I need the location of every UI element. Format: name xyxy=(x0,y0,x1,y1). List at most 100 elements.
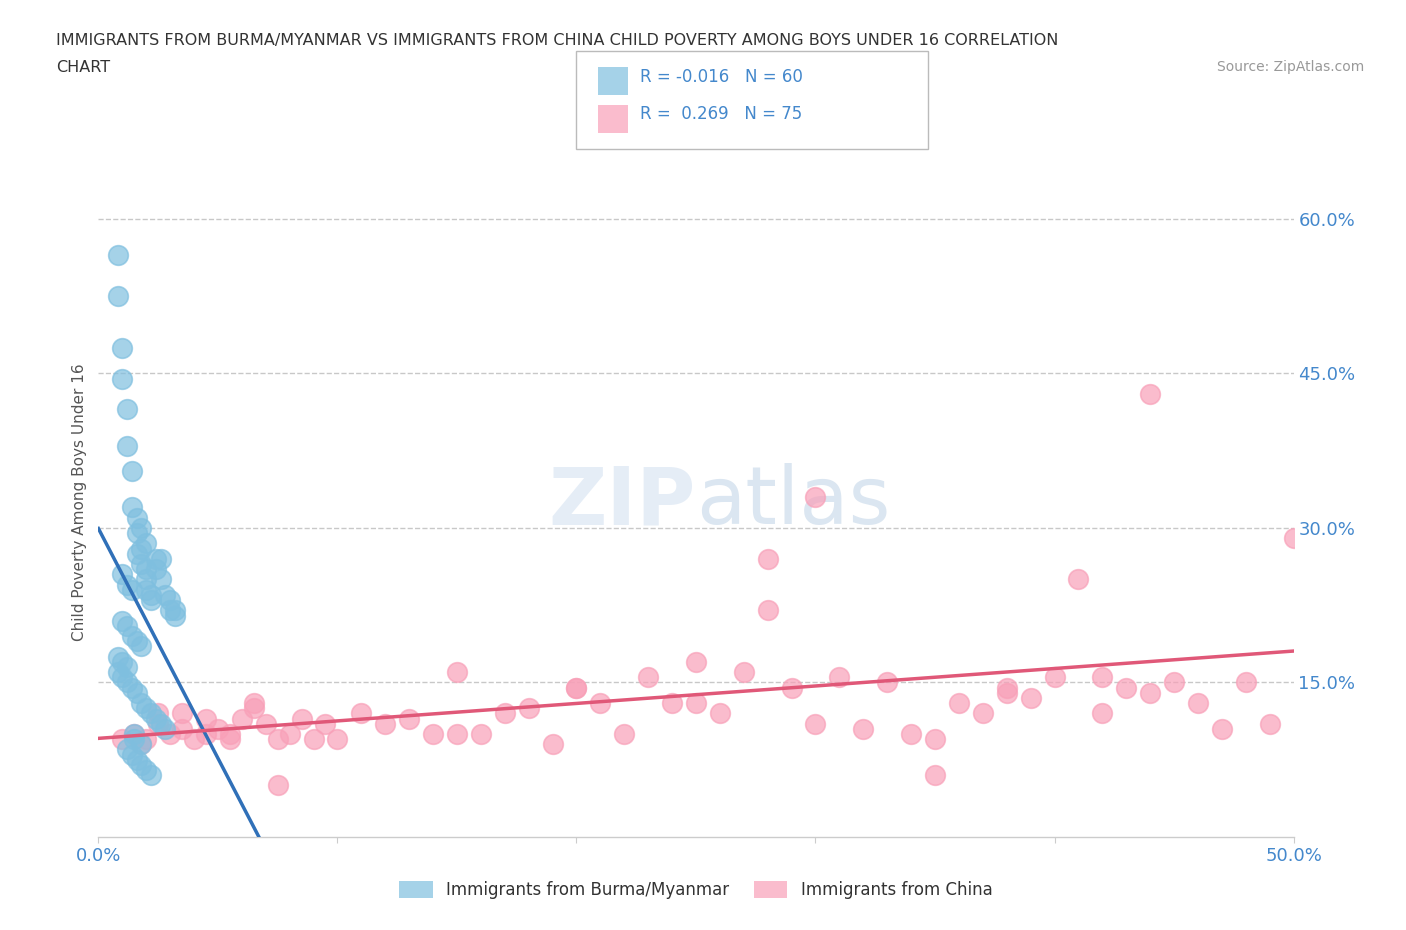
Point xyxy=(115,402,138,417)
Point xyxy=(565,680,588,695)
Point xyxy=(972,706,994,721)
Point xyxy=(121,500,143,515)
Point xyxy=(148,706,170,721)
Point xyxy=(852,722,875,737)
Point xyxy=(131,696,153,711)
Point xyxy=(121,582,143,597)
Point xyxy=(135,536,157,551)
Point xyxy=(145,711,167,726)
Text: CHART: CHART xyxy=(56,60,110,75)
Point xyxy=(780,680,803,695)
Point xyxy=(163,608,186,623)
Point xyxy=(733,665,755,680)
Point xyxy=(145,551,167,566)
Point xyxy=(131,521,153,536)
Point xyxy=(121,629,143,644)
Point xyxy=(278,726,301,741)
Point xyxy=(494,706,516,721)
Point xyxy=(422,726,444,741)
Point xyxy=(804,489,827,504)
Point xyxy=(159,592,181,607)
Text: Source: ZipAtlas.com: Source: ZipAtlas.com xyxy=(1216,60,1364,74)
Point xyxy=(124,726,146,741)
Text: R =  0.269   N = 75: R = 0.269 N = 75 xyxy=(640,105,801,123)
Point xyxy=(111,655,134,670)
Point xyxy=(254,716,277,731)
Point xyxy=(470,726,492,741)
Point xyxy=(398,711,420,726)
Point xyxy=(111,732,134,747)
Point xyxy=(148,716,170,731)
Point xyxy=(172,722,194,737)
Point xyxy=(709,706,731,721)
Point xyxy=(125,525,148,540)
Point xyxy=(243,701,266,716)
Point xyxy=(149,572,172,587)
Point xyxy=(541,737,564,751)
Point xyxy=(115,578,138,592)
Point xyxy=(121,747,143,762)
Point xyxy=(1139,685,1161,700)
Point xyxy=(131,737,153,751)
Point xyxy=(1019,690,1042,705)
Point xyxy=(135,763,157,777)
Point xyxy=(155,588,177,603)
Point xyxy=(637,670,659,684)
Point xyxy=(107,288,129,303)
Point xyxy=(267,732,290,747)
Point xyxy=(565,680,588,695)
Point xyxy=(183,732,205,747)
Point xyxy=(145,562,167,577)
Text: atlas: atlas xyxy=(696,463,890,541)
Point xyxy=(135,582,157,597)
Point xyxy=(131,639,153,654)
Point xyxy=(115,675,138,690)
Point xyxy=(159,726,181,741)
Point xyxy=(995,685,1018,700)
Point xyxy=(828,670,851,684)
Point xyxy=(1187,696,1209,711)
Text: R = -0.016   N = 60: R = -0.016 N = 60 xyxy=(640,68,803,86)
Point xyxy=(111,670,134,684)
Text: ZIP: ZIP xyxy=(548,463,696,541)
Point xyxy=(924,732,946,747)
Point xyxy=(115,659,138,674)
Point xyxy=(125,511,148,525)
Point xyxy=(876,675,898,690)
Point xyxy=(1139,387,1161,402)
Point xyxy=(291,711,314,726)
Point xyxy=(155,722,177,737)
Point xyxy=(948,696,970,711)
Point xyxy=(1163,675,1185,690)
Point xyxy=(1091,706,1114,721)
Point xyxy=(1234,675,1257,690)
Point xyxy=(107,649,129,664)
Point xyxy=(613,726,636,741)
Point xyxy=(124,732,146,747)
Point xyxy=(446,665,468,680)
Point xyxy=(350,706,373,721)
Point xyxy=(139,588,162,603)
Point xyxy=(111,567,134,582)
Point xyxy=(1043,670,1066,684)
Point xyxy=(1115,680,1137,695)
Point xyxy=(139,592,162,607)
Point xyxy=(446,726,468,741)
Point xyxy=(111,340,134,355)
Point xyxy=(685,696,707,711)
Point xyxy=(135,572,157,587)
Point xyxy=(1211,722,1233,737)
Point xyxy=(219,732,242,747)
Point xyxy=(115,742,138,757)
Point xyxy=(115,438,138,453)
Point xyxy=(231,711,253,726)
Point xyxy=(194,711,218,726)
Point xyxy=(1282,531,1305,546)
Point xyxy=(756,551,779,566)
Point xyxy=(125,634,148,649)
Point xyxy=(1091,670,1114,684)
Point xyxy=(326,732,349,747)
Point xyxy=(243,696,266,711)
Point xyxy=(207,722,229,737)
Point xyxy=(804,716,827,731)
